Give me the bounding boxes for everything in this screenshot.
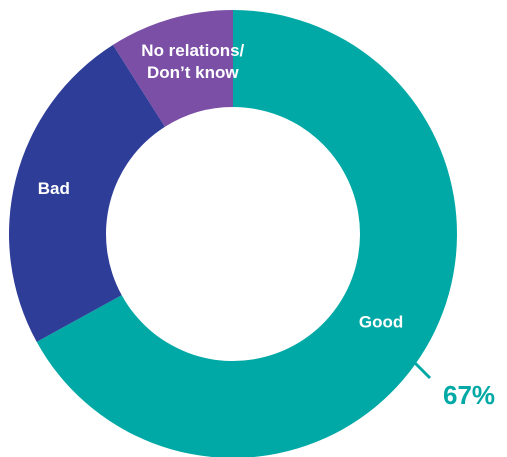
donut-slices [8, 10, 457, 457]
slice-labels: Good Bad No relations/Don’t know [38, 41, 403, 331]
slice-good [36, 10, 457, 457]
slice-no-relations-don-t-know [112, 10, 233, 127]
slice-bad [8, 44, 165, 342]
slice-label-good: Good [359, 313, 403, 332]
slice-label-bad: Bad [38, 179, 70, 198]
slice-label-no-relations-don-t-know: No relations/Don’t know [141, 41, 244, 82]
callout-value-good: 67% [443, 380, 495, 410]
callout-leader-line [412, 360, 432, 380]
